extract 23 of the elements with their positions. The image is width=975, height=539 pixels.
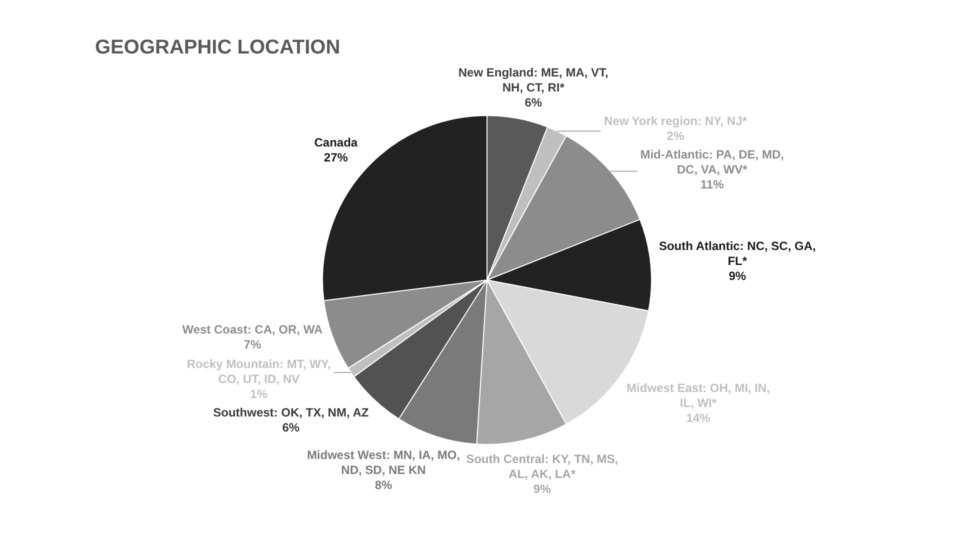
slice-label: New England: ME, MA, VT, NH, CT, RI* [458,65,608,94]
data-label: 2% [666,129,684,144]
slice-label: Canada [314,136,358,150]
data-label: 27% [324,150,348,165]
data-label: 11% [700,178,724,192]
data-label: 7% [244,338,262,352]
slice-label: Midwest East: OH, MI, IN, IL, WI* [626,381,770,410]
data-label: 6% [524,95,542,110]
slice-label: Mid-Atlantic: PA, DE, MD, DC, VA, WV* [640,148,784,177]
slice-label: West Coast: CA, OR, WA [182,322,323,337]
data-label: 9% [728,268,746,283]
slice-label: South Central: KY, TN, MS, AL, AK, LA* [466,452,618,482]
data-label: 9% [533,482,552,496]
slice-label: New York region: NY, NJ* [604,114,748,128]
slice-label: Southwest: OK, TX, NM, AZ [213,406,369,420]
data-label: 6% [282,420,300,435]
slice-label: Midwest West: MN, IA, MO, ND, SD, NE KN [306,448,460,477]
data-label: 8% [374,478,393,492]
slice-label: South Atlantic: NC, SC, GA, FL* [658,238,816,268]
data-label: 1% [250,386,268,401]
data-label: 14% [686,411,711,426]
slice-label: Rocky Mountain: MT, WY, CO, UT, ID, NV [186,356,331,386]
chart-title: GEOGRAPHIC LOCATION [95,36,340,59]
